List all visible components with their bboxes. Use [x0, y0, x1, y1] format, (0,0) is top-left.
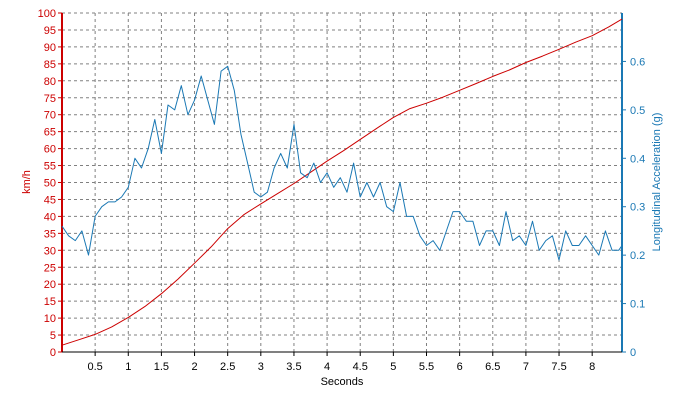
x-axis-tick-label: 6.5 [485, 361, 500, 373]
x-axis: 0.5 1 1.5 2 2.5 3 3.5 4 4.5 5 5.5 6 6.5 7 7.5 8 [62, 351, 622, 373]
x-axis-tick-label: 6 [457, 361, 463, 373]
right-y-axis: 0 0.1 0.2 0.3 0.4 0.5 0.6 [621, 13, 645, 359]
x-axis-tick-label: 4.5 [353, 361, 368, 373]
x-axis-tick-label: 5.5 [419, 361, 434, 373]
x-axis-tick-label: 0.5 [87, 361, 102, 373]
left-y-axis: 0 5 10 15 20 25 30 35 40 45 50 55 60 65 70 75 80 85 90 95 10… [38, 8, 63, 359]
x-axis-tick-label: 5 [390, 361, 396, 373]
right-axis-tick-label: 0 [630, 347, 636, 359]
right-axis-tick-label: 0.5 [630, 105, 645, 117]
grid-lines [62, 12, 622, 352]
left-axis-tick-label: 10 [44, 313, 56, 325]
right-axis-tick-label: 0.4 [630, 153, 645, 165]
left-axis-tick-label: 100 [38, 8, 56, 20]
left-axis-tick-label: 15 [44, 296, 56, 308]
left-axis-tick-label: 30 [44, 245, 56, 257]
left-axis-tick-label: 25 [44, 262, 56, 274]
left-y-axis-title: km/h [21, 170, 33, 194]
x-axis-tick-label: 3.5 [286, 361, 301, 373]
left-axis-tick-label: 65 [44, 127, 56, 139]
left-axis-tick-label: 70 [44, 110, 56, 122]
right-axis-tick-label: 0.2 [630, 250, 645, 262]
left-axis-tick-label: 45 [44, 194, 56, 206]
x-axis-tick-label: 1 [125, 361, 131, 373]
right-y-axis-title: Longitudinal Acceleration (g) [651, 113, 663, 252]
left-axis-tick-label: 85 [44, 59, 56, 71]
x-axis-tick-label: 8 [589, 361, 595, 373]
left-axis-tick-label: 5 [50, 330, 56, 342]
x-axis-tick-label: 7 [523, 361, 529, 373]
x-axis-tick-label: 3 [258, 361, 264, 373]
right-axis-tick-label: 0.6 [630, 56, 645, 68]
x-axis-tick-label: 1.5 [154, 361, 169, 373]
series-layer [61, 18, 623, 346]
speed-series-line [61, 18, 623, 346]
x-axis-tick-label: 2 [191, 361, 197, 373]
acceleration-series-line [61, 65, 623, 261]
left-axis-tick-label: 0 [50, 347, 56, 359]
left-axis-tick-label: 95 [44, 25, 56, 37]
right-axis-tick-label: 0.1 [630, 299, 645, 311]
left-axis-tick-label: 20 [44, 279, 56, 291]
right-axis-tick-label: 0.3 [630, 202, 645, 214]
left-axis-tick-label: 55 [44, 161, 56, 173]
left-axis-tick-label: 50 [44, 178, 56, 190]
x-axis-title: Seconds [321, 376, 364, 388]
x-axis-tick-label: 2.5 [220, 361, 235, 373]
left-axis-tick-label: 75 [44, 93, 56, 105]
left-axis-tick-label: 80 [44, 76, 56, 88]
left-axis-tick-label: 40 [44, 211, 56, 223]
left-axis-tick-label: 60 [44, 144, 56, 156]
left-axis-tick-label: 90 [44, 42, 56, 54]
x-axis-tick-label: 4 [324, 361, 330, 373]
left-axis-tick-label: 35 [44, 228, 56, 240]
x-axis-tick-label: 7.5 [551, 361, 566, 373]
